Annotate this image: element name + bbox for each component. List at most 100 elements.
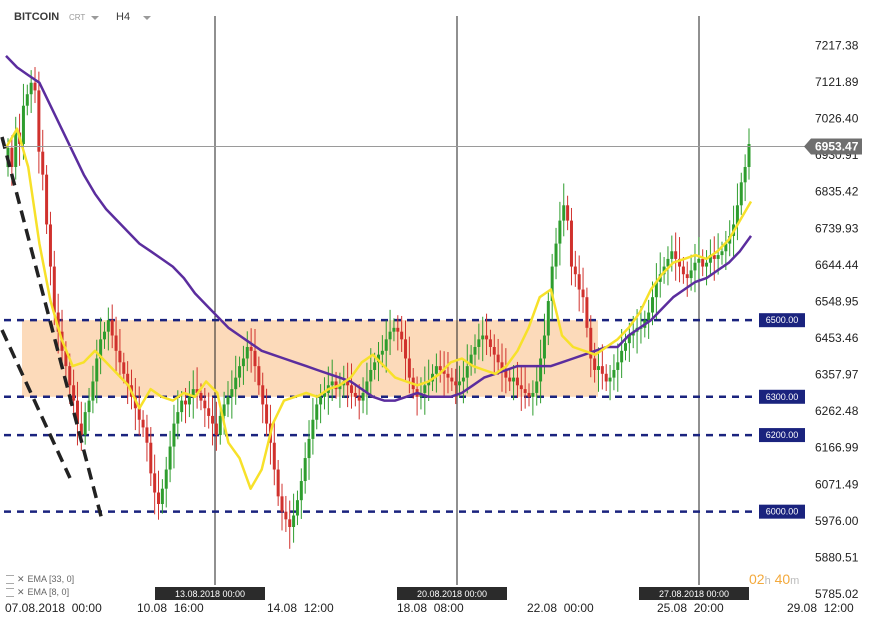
candle-body[interactable] <box>562 205 566 221</box>
candle-body[interactable] <box>554 243 558 267</box>
candle-body[interactable] <box>265 404 269 424</box>
candle-body[interactable] <box>716 255 720 259</box>
candle-body[interactable] <box>627 335 631 344</box>
timeframe-selector[interactable]: H4 <box>116 11 131 23</box>
candle-body[interactable] <box>708 255 712 263</box>
candle-body[interactable] <box>539 358 543 382</box>
candle-body[interactable] <box>207 408 211 416</box>
candle-body[interactable] <box>303 458 307 482</box>
candle-body[interactable] <box>52 266 56 313</box>
candle-body[interactable] <box>238 366 242 378</box>
candle-body[interactable] <box>589 327 593 359</box>
candle-body[interactable] <box>550 266 554 302</box>
candle-body[interactable] <box>469 354 473 367</box>
candle-body[interactable] <box>99 339 103 359</box>
candle-body[interactable] <box>214 423 218 436</box>
candle-body[interactable] <box>612 369 616 378</box>
candle-body[interactable] <box>222 404 226 416</box>
candle-body[interactable] <box>701 258 705 267</box>
candle-body[interactable] <box>176 412 180 424</box>
symbol-selector[interactable]: BITCOIN <box>14 11 60 23</box>
candle-body[interactable] <box>720 251 724 256</box>
candle-body[interactable] <box>515 377 519 386</box>
indicator-settings-icon[interactable] <box>6 588 14 597</box>
candle-body[interactable] <box>512 377 516 382</box>
candle-body[interactable] <box>157 492 161 505</box>
candle-body[interactable] <box>118 350 122 363</box>
candle-body[interactable] <box>241 358 245 367</box>
candle-body[interactable] <box>616 362 620 370</box>
candle-body[interactable] <box>33 82 37 91</box>
remove-icon[interactable]: ✕ <box>17 574 25 584</box>
candle-body[interactable] <box>230 389 234 397</box>
candle-body[interactable] <box>91 381 95 401</box>
candle-body[interactable] <box>141 419 145 428</box>
legend-item-ema-8[interactable]: ✕ EMA [8, 0] <box>6 586 74 599</box>
candle-body[interactable] <box>654 281 658 298</box>
candle-body[interactable] <box>508 377 512 382</box>
candle-body[interactable] <box>110 320 114 336</box>
candle-body[interactable] <box>724 243 728 252</box>
candle-body[interactable] <box>670 251 674 259</box>
candle-body[interactable] <box>102 331 106 340</box>
candle-body[interactable] <box>249 346 253 351</box>
candle-body[interactable] <box>573 266 577 275</box>
candle-body[interactable] <box>477 339 481 347</box>
candle-body[interactable] <box>454 381 458 386</box>
candle-body[interactable] <box>380 350 384 355</box>
candle-body[interactable] <box>106 320 110 332</box>
candle-body[interactable] <box>295 500 299 516</box>
candle-body[interactable] <box>693 262 697 271</box>
candle-body[interactable] <box>25 94 29 106</box>
candle-body[interactable] <box>122 362 126 374</box>
candle-body[interactable] <box>558 220 562 244</box>
candle-body[interactable] <box>315 404 319 420</box>
candle-body[interactable] <box>145 427 149 443</box>
candle-body[interactable] <box>392 327 396 332</box>
candle-body[interactable] <box>384 339 388 351</box>
chevron-down-icon[interactable] <box>143 16 151 20</box>
candle-body[interactable] <box>585 297 589 328</box>
candle-body[interactable] <box>164 469 168 489</box>
candle-body[interactable] <box>473 346 477 355</box>
trend-line-lower[interactable] <box>0 329 72 479</box>
candle-body[interactable] <box>245 346 249 359</box>
candle-body[interactable] <box>450 377 454 382</box>
candle-body[interactable] <box>357 396 361 401</box>
candle-body[interactable] <box>500 362 504 370</box>
candle-body[interactable] <box>234 377 238 390</box>
candle-body[interactable] <box>465 366 469 378</box>
candle-body[interactable] <box>438 366 442 370</box>
candle-body[interactable] <box>299 481 303 501</box>
candle-body[interactable] <box>45 174 49 225</box>
candle-body[interactable] <box>527 392 531 397</box>
candle-body[interactable] <box>37 90 41 152</box>
candle-body[interactable] <box>523 389 527 393</box>
legend-item-ema-33[interactable]: ✕ EMA [33, 0] <box>6 573 74 586</box>
candle-body[interactable] <box>685 274 689 279</box>
candle-body[interactable] <box>651 297 655 313</box>
candle-body[interactable] <box>678 258 682 267</box>
candle-body[interactable] <box>442 369 446 374</box>
candle-body[interactable] <box>604 373 608 382</box>
candle-body[interactable] <box>79 423 83 436</box>
candle-body[interactable] <box>319 396 323 405</box>
candle-body[interactable] <box>261 385 265 405</box>
candle-body[interactable] <box>149 442 153 474</box>
candle-body[interactable] <box>743 166 747 183</box>
candle-body[interactable] <box>95 358 99 382</box>
candle-body[interactable] <box>168 446 172 470</box>
candle-body[interactable] <box>276 469 280 497</box>
candle-body[interactable] <box>114 335 118 351</box>
candle-body[interactable] <box>184 400 188 405</box>
candle-body[interactable] <box>292 515 296 527</box>
candle-body[interactable] <box>56 312 60 332</box>
candle-body[interactable] <box>485 335 489 340</box>
candle-body[interactable] <box>396 327 400 332</box>
chevron-down-icon[interactable] <box>91 16 99 20</box>
ema-33-line[interactable] <box>5 55 753 402</box>
candle-body[interactable] <box>41 151 45 175</box>
candle-body[interactable] <box>311 419 315 439</box>
candle-body[interactable] <box>674 251 678 259</box>
candle-body[interactable] <box>373 362 377 370</box>
